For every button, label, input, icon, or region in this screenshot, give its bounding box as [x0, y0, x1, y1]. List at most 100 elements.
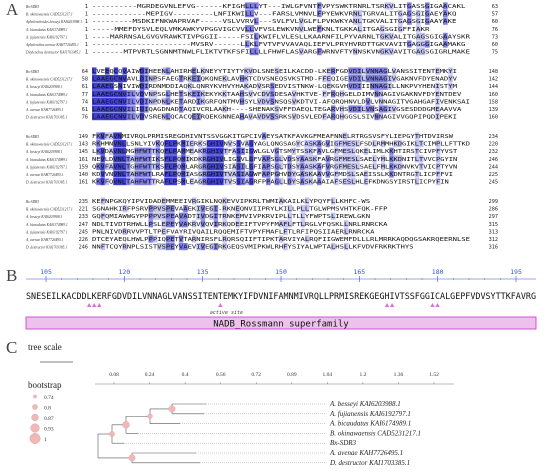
residue-shade — [138, 147, 144, 155]
residue-shade — [223, 178, 229, 186]
residue-shade — [170, 243, 175, 251]
residue-shade — [125, 178, 131, 186]
residue-shade — [109, 105, 114, 113]
ruler-tick-label: 135 — [197, 268, 209, 276]
sequence-name: A. avenae KAH7726495.1 — [25, 173, 64, 177]
residue-shade — [96, 132, 101, 140]
residue-shade — [330, 113, 336, 121]
residue-shade — [278, 178, 284, 186]
tree-leaf-label: A. avenae KAH7726495.1 — [329, 449, 403, 457]
sequence-alignment: Bs-SDR3 1 ----------MGRDEGVNLEFVG------KFI… — [25, 2, 498, 251]
residue-shade — [96, 113, 101, 121]
residue-shade — [196, 113, 201, 121]
residue-shade — [92, 97, 97, 105]
residue-shade — [202, 162, 207, 170]
residue-shade — [425, 40, 430, 48]
residue-shade — [304, 147, 309, 155]
residue-shade — [222, 90, 227, 98]
residue-shade — [384, 48, 390, 56]
sequence-start: 1 — [85, 50, 88, 56]
residue-shade — [134, 155, 139, 163]
residue-shade — [178, 75, 184, 83]
residue-shade — [155, 147, 161, 155]
residue-shade — [244, 82, 249, 90]
residue-shade — [334, 170, 339, 178]
bootstrap-legend-title: bootstrap — [28, 380, 62, 390]
tree-leaf-label: A. besseyi KAI6203988.1 — [329, 400, 401, 408]
residue-shade — [183, 205, 188, 213]
residue-shade — [196, 75, 201, 83]
residue-shade — [383, 67, 388, 75]
bootstrap-node — [147, 413, 153, 419]
residue-shade — [117, 147, 122, 155]
residue-shade — [236, 140, 241, 148]
residue-shade — [210, 178, 216, 186]
residue-shade — [181, 170, 186, 178]
residue-shade — [109, 75, 114, 83]
bootstrap-node — [122, 421, 130, 429]
residue-shade — [151, 178, 156, 186]
residue-shade — [380, 155, 386, 163]
sequence-name: B. okinawaensis CAD5231217.1 — [26, 208, 73, 212]
bootstrap-node — [168, 405, 176, 413]
domain-sequence: SNESEILKACDDLKERFGDVDILVNNAGLVANSSITENTE… — [26, 292, 536, 302]
sequence-end: 60 — [492, 42, 498, 48]
residue-shade — [117, 162, 122, 170]
residue-shade — [92, 75, 97, 83]
sequence-residues: ---------MSDKIFNKWAPRVAF-----VSLVVRVL---… — [92, 19, 457, 25]
residue-shade — [443, 40, 448, 48]
residue-shade — [348, 82, 353, 90]
residue-shade — [300, 212, 306, 220]
residue-shade — [326, 67, 332, 75]
residue-shade — [131, 97, 136, 105]
residue-shade — [209, 243, 214, 251]
sequence-end: 299 — [489, 199, 498, 205]
residue-shade — [202, 147, 207, 155]
residue-shade — [344, 227, 349, 235]
residue-shade — [414, 140, 420, 148]
residue-shade — [100, 90, 106, 98]
residue-shade — [240, 162, 246, 170]
sequence-start: 77 — [82, 92, 88, 98]
residue-shade — [118, 97, 123, 105]
residue-shade — [338, 162, 343, 170]
residue-shade — [227, 170, 233, 178]
residue-shade — [122, 113, 127, 121]
ruler-tick-label: 150 — [275, 268, 287, 276]
residue-shade — [384, 32, 390, 40]
sequence-end: 315 — [489, 222, 498, 228]
residue-shade — [420, 48, 426, 56]
residue-shade — [113, 140, 118, 148]
residue-shade — [213, 220, 219, 228]
residue-shade — [283, 227, 288, 235]
residue-shade — [161, 220, 167, 228]
residue-shade — [172, 162, 178, 170]
residue-shade — [219, 178, 224, 186]
residue-shade — [210, 147, 216, 155]
residue-shade — [244, 140, 250, 148]
residue-shade — [172, 155, 178, 163]
residue-shade — [278, 197, 284, 205]
residue-shade — [436, 170, 441, 178]
residue-shade — [206, 170, 212, 178]
residue-shade — [389, 155, 394, 163]
residue-shade — [348, 67, 353, 75]
sequence-end: 246 — [489, 157, 498, 163]
residue-shade — [274, 147, 280, 155]
residue-shade — [164, 178, 169, 186]
sequence-name: Ditylenchus destructor KAI1703385.1 — [25, 51, 81, 55]
residue-shade — [100, 82, 106, 90]
residue-shade — [370, 67, 375, 75]
residue-shade — [249, 48, 255, 56]
residue-shade — [122, 227, 127, 235]
residue-shade — [100, 105, 106, 113]
bootstrap-legend-circle — [29, 433, 41, 444]
residue-shade — [304, 140, 309, 148]
residue-shade — [108, 162, 114, 170]
tree-axis-tick-label: 0.4 — [182, 372, 189, 378]
residue-shade — [240, 147, 246, 155]
residue-shade — [196, 243, 201, 251]
residue-shade — [172, 140, 178, 148]
residue-shade — [244, 75, 249, 83]
residue-shade — [152, 97, 158, 105]
